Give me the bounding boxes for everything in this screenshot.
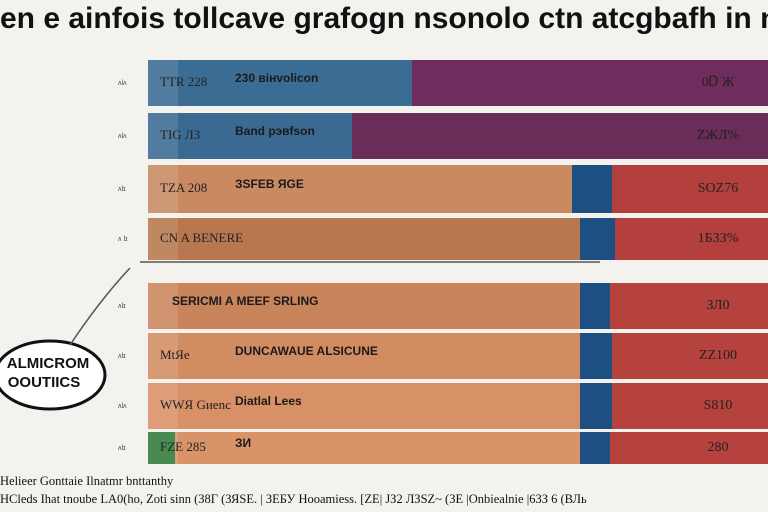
- callout-line: ALMICROM: [7, 355, 90, 372]
- bar-segment: [148, 165, 572, 213]
- row-tick: ʌlɪ: [118, 303, 126, 310]
- row-label: TTR 228: [160, 74, 207, 89]
- row-value: 0Ꭰ Ж: [702, 75, 735, 90]
- bar-segment: [148, 60, 412, 106]
- footer-line: HCleds Ihat tnoube LA0(ho, Zoti sinn (З8…: [0, 492, 587, 506]
- row-text: Band рэвfson: [235, 124, 315, 138]
- row-text: 230 вінvolicon: [235, 71, 318, 85]
- bar-highlight: [148, 165, 178, 213]
- row-label: TIG ЛЗ: [160, 127, 200, 142]
- row-value: S810: [704, 398, 733, 413]
- bar-segment: [612, 165, 768, 213]
- row-text: Diatlal Lees: [235, 394, 302, 408]
- bar-segment: [148, 218, 580, 260]
- row-tick: ʌlʌ: [118, 80, 127, 87]
- title: en e ainfois tollcave grafogn nsonolo ct…: [0, 2, 768, 35]
- row-tick: ʌlɪ: [118, 353, 126, 360]
- row-text: ЗИ: [235, 436, 251, 450]
- bar-highlight: [148, 113, 178, 159]
- bar-segment: [580, 218, 615, 260]
- row-tick: ʌ lɪ: [118, 236, 128, 243]
- bar-segment: [148, 432, 175, 464]
- bar-segment: [412, 60, 768, 106]
- bar-segment: [580, 283, 610, 329]
- row-value: ZZ100: [699, 348, 737, 363]
- bar-highlight: [148, 383, 178, 429]
- bar-segment: [148, 113, 352, 159]
- row-label: TZA 208: [160, 180, 207, 195]
- callout-bubble: [0, 339, 107, 411]
- row-value: 1БЗЗ%: [698, 231, 739, 246]
- bar-segment: [580, 333, 612, 379]
- bar-highlight: [148, 60, 178, 106]
- row-text: DUNCAWAUE ALSICUNE: [235, 344, 378, 358]
- row-text: SERICMI A MEEF SRLING: [172, 294, 318, 308]
- bar-segment: [612, 333, 768, 379]
- callout-line: OOUTIICS: [8, 374, 81, 391]
- row-label: MtЯe: [160, 347, 190, 362]
- row-tick: ʌlɪ: [118, 445, 126, 452]
- bar-segment: [612, 383, 768, 429]
- bar-highlight: [148, 333, 178, 379]
- bar-highlight: [148, 432, 178, 464]
- row-value: ЗЛ0: [707, 298, 730, 313]
- callout-pointer: [69, 267, 131, 346]
- bar-segment: [615, 218, 768, 260]
- row-tick: ʌlʌ: [118, 133, 127, 140]
- row-tick: ʌlɪ: [118, 186, 126, 193]
- bar-highlight: [148, 283, 178, 329]
- footer-line: Helieer Gonttaie Ilnatmr bnttanthy: [0, 474, 174, 488]
- row-label: FZE 285: [160, 439, 206, 454]
- bar-segment: [148, 283, 580, 329]
- bar-segment: [352, 113, 768, 159]
- bar-segment: [148, 383, 580, 429]
- bar-segment: [580, 383, 612, 429]
- row-label: WWЯ Gиenc: [160, 397, 231, 412]
- bar-segment: [175, 432, 580, 464]
- row-value: ZЖЛ%: [697, 128, 740, 143]
- bar-segment: [572, 165, 612, 213]
- row-value: SOZ76: [698, 181, 738, 196]
- bar-segment: [610, 432, 768, 464]
- bar-segment: [610, 283, 768, 329]
- row-label: CN A BENERE: [160, 230, 243, 245]
- row-tick: ʌlʌ: [118, 403, 127, 410]
- row-value: 280: [708, 440, 729, 455]
- bar-segment: [148, 333, 580, 379]
- bar-segment: [580, 432, 610, 464]
- row-text: ЗSFEB ЯGE: [235, 177, 304, 191]
- bar-highlight: [148, 218, 178, 260]
